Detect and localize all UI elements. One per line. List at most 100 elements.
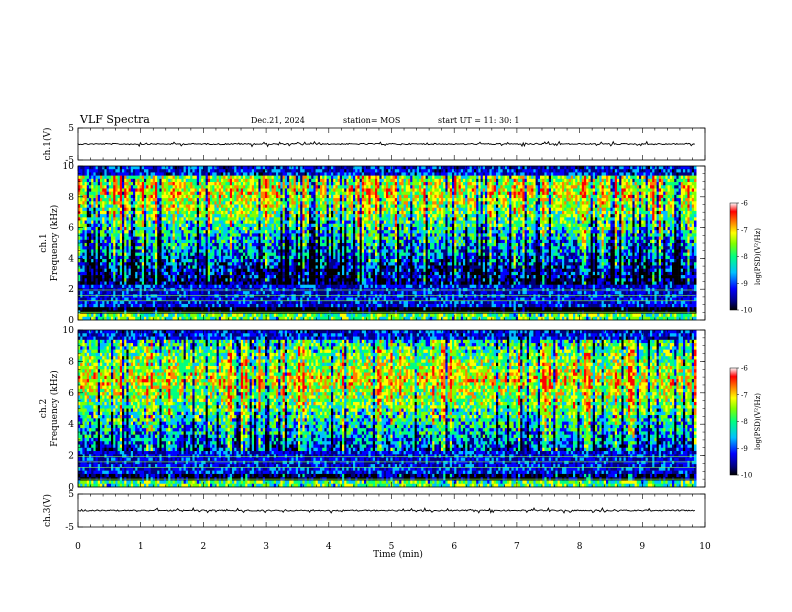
spectrogram-cell: [218, 252, 222, 257]
spectrogram-cell: [80, 249, 83, 253]
spectrogram-cell: [104, 210, 107, 215]
spectrogram-cell: [196, 204, 200, 209]
spectrogram-cell: [229, 230, 233, 234]
spectrogram-cell: [170, 182, 173, 186]
spectrogram-cell: [172, 166, 176, 170]
spectrogram-cell: [254, 185, 257, 189]
spectrogram-cell: [86, 178, 90, 183]
spectrogram-cell: [152, 198, 156, 202]
spectrogram-cell: [122, 275, 125, 279]
spectrogram-cell: [150, 178, 154, 183]
spectrogram-cell: [144, 294, 147, 298]
spectrogram-cell: [278, 303, 281, 308]
spectrogram-cell: [245, 303, 248, 308]
spectrogram-cell: [174, 226, 178, 231]
spectrogram-cell: [207, 172, 211, 176]
spectrogram-cell: [181, 223, 184, 228]
spectrogram-cell: [207, 194, 211, 199]
spectrogram-cell: [278, 188, 281, 192]
spectrogram-cell: [150, 207, 154, 212]
spectrogram-cell: [262, 201, 266, 205]
spectrogram-cell: [137, 265, 140, 269]
spectrogram-cell: [130, 303, 134, 308]
spectrogram-cell: [289, 175, 292, 180]
spectrogram-cell: [139, 185, 143, 189]
spectrogram-cell: [295, 316, 299, 321]
spectrogram-cell: [144, 236, 147, 241]
spectrogram-cell: [148, 275, 151, 279]
spectrogram-cell: [133, 217, 136, 221]
spectrogram-cell: [238, 281, 242, 286]
spectrogram-cell: [141, 166, 145, 170]
spectrogram-cell: [203, 291, 206, 295]
spectrogram-cell: [276, 300, 279, 305]
spectrogram-cell: [100, 223, 103, 228]
spectrogram-cell: [150, 303, 154, 308]
spectrogram-cell: [194, 166, 198, 170]
spectrogram-cell: [300, 188, 303, 192]
spectrogram-cell: [256, 262, 259, 266]
spectrogram-cell: [128, 220, 132, 225]
spectrogram-cell: [89, 275, 92, 279]
spectrogram-cell: [84, 239, 88, 244]
spectrogram-cell: [181, 230, 184, 234]
spectrogram-cell: [148, 230, 151, 234]
spectrogram-cell: [188, 249, 191, 253]
spectrogram-cell: [223, 185, 226, 189]
spectrogram-cell: [177, 191, 180, 196]
spectrogram-cell: [185, 278, 189, 282]
spectrogram-cell: [247, 194, 250, 199]
spectrogram-cell: [170, 252, 173, 257]
spectrogram-cell: [280, 214, 283, 218]
spectrogram-cell: [166, 182, 169, 186]
spectrogram-cell: [221, 201, 224, 205]
spectrogram-cell: [157, 236, 160, 241]
spectrogram-cell: [284, 243, 288, 247]
spectrogram-cell: [102, 201, 105, 205]
spectrogram-cell: [192, 303, 195, 308]
spectrogram-cell: [174, 316, 178, 321]
spectrogram-cell: [243, 233, 246, 237]
spectrogram-cell: [135, 198, 138, 202]
spectrogram-cell: [106, 166, 110, 170]
spectrogram-cell: [210, 278, 213, 282]
spectrogram-cell: [133, 294, 136, 298]
spectrogram-cell: [135, 178, 138, 183]
spectrogram-cell: [82, 278, 85, 282]
spectrogram-cell: [300, 239, 303, 244]
spectrogram-cell: [166, 175, 169, 180]
spectrogram-cell: [284, 204, 288, 209]
spectrogram-cell: [104, 262, 107, 266]
spectrogram-cell: [148, 303, 151, 308]
spectrogram-cell: [243, 239, 246, 244]
spectrogram-cell: [214, 303, 217, 308]
spectrogram-cell: [139, 259, 143, 263]
spectrogram-cell: [287, 278, 290, 282]
spectrogram-cell: [119, 243, 123, 247]
spectrogram-cell: [273, 255, 277, 260]
spectrogram-cell: [126, 198, 129, 202]
spectrogram-cell: [203, 175, 206, 180]
spectrogram-cell: [126, 316, 129, 321]
spectrogram-cell: [271, 284, 275, 289]
spectrogram-cell: [95, 246, 99, 250]
spectrogram-cell: [267, 243, 270, 247]
spectrogram-cell: [243, 303, 246, 308]
spectrogram-cell: [201, 271, 204, 276]
spectrogram-cell: [258, 303, 261, 308]
spectrogram-cell: [271, 268, 275, 273]
spectrogram-cell: [108, 259, 112, 263]
spectrogram-cell: [256, 239, 259, 244]
spectrogram-cell: [155, 210, 158, 215]
spectrogram-cell: [95, 243, 99, 247]
spectrogram-cell: [194, 204, 198, 209]
spectrogram-cell: [232, 297, 235, 302]
spectrogram-cell: [276, 243, 279, 247]
spectrogram-cell: [295, 281, 299, 286]
spectrogram-cell: [210, 226, 213, 231]
spectrogram-cell: [144, 188, 147, 192]
spectrogram-cell: [179, 268, 182, 273]
spectrogram-cell: [91, 243, 94, 247]
spectrogram-cell: [115, 275, 118, 279]
spectrogram-cell: [137, 268, 140, 273]
